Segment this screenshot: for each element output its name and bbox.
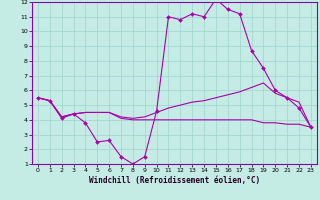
X-axis label: Windchill (Refroidissement éolien,°C): Windchill (Refroidissement éolien,°C) <box>89 176 260 185</box>
